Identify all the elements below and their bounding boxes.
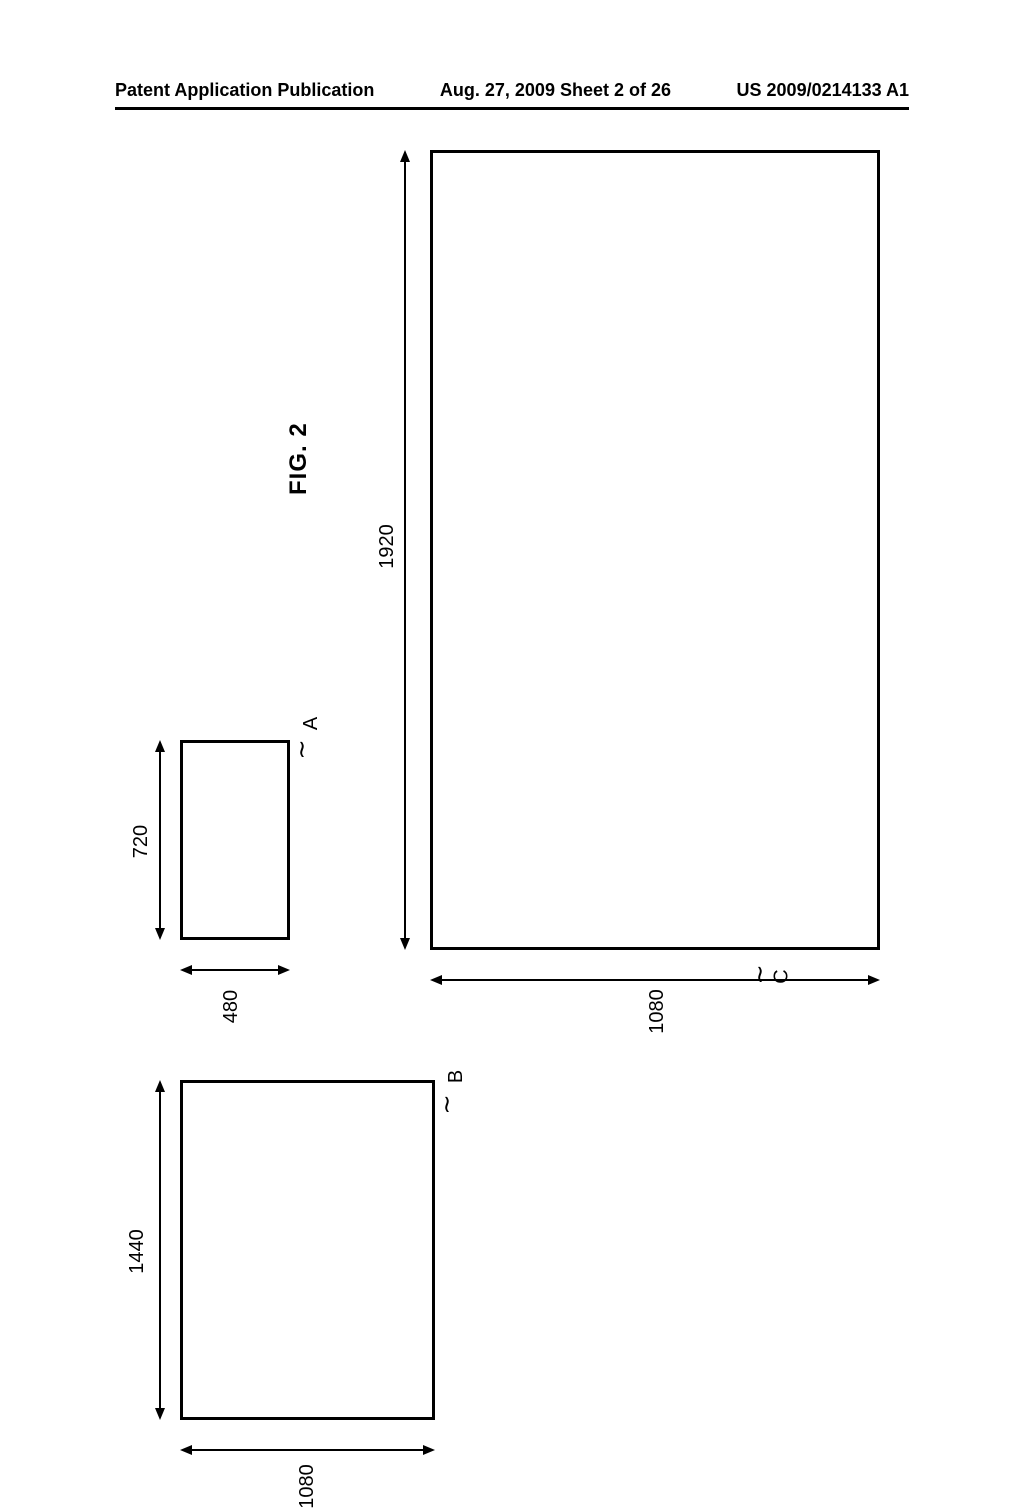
rect-a	[180, 740, 290, 940]
dim-b-width-label: 1440	[126, 1229, 149, 1274]
dim-b-height-label: 1080	[296, 1464, 319, 1509]
ref-b-tilde: ∼	[433, 1094, 462, 1114]
patent-header: Patent Application Publication Aug. 27, …	[115, 80, 909, 110]
rect-b	[180, 1080, 435, 1420]
header-publication: Patent Application Publication	[115, 80, 374, 101]
dim-c-width-label: 1920	[376, 524, 399, 569]
ref-a-tilde: ∼	[288, 739, 317, 759]
ref-b-label: B	[445, 1070, 468, 1083]
figure-area: 1920 1080 ∼ C 720 480 ∼ A	[80, 140, 944, 1240]
dim-c-height-label: 1080	[646, 989, 669, 1034]
page: Patent Application Publication Aug. 27, …	[0, 0, 1024, 1320]
rect-c	[430, 150, 880, 950]
dim-b-height	[180, 1435, 435, 1465]
dim-a-height	[180, 955, 290, 985]
header-date-sheet: Aug. 27, 2009 Sheet 2 of 26	[440, 80, 671, 101]
ref-c-label: C	[771, 969, 794, 983]
dim-a-height-label: 480	[220, 990, 243, 1023]
header-patent-number: US 2009/0214133 A1	[737, 80, 909, 101]
dim-a-width-label: 720	[130, 825, 153, 858]
ref-a-label: A	[300, 717, 323, 730]
dim-b-width	[145, 1080, 175, 1420]
